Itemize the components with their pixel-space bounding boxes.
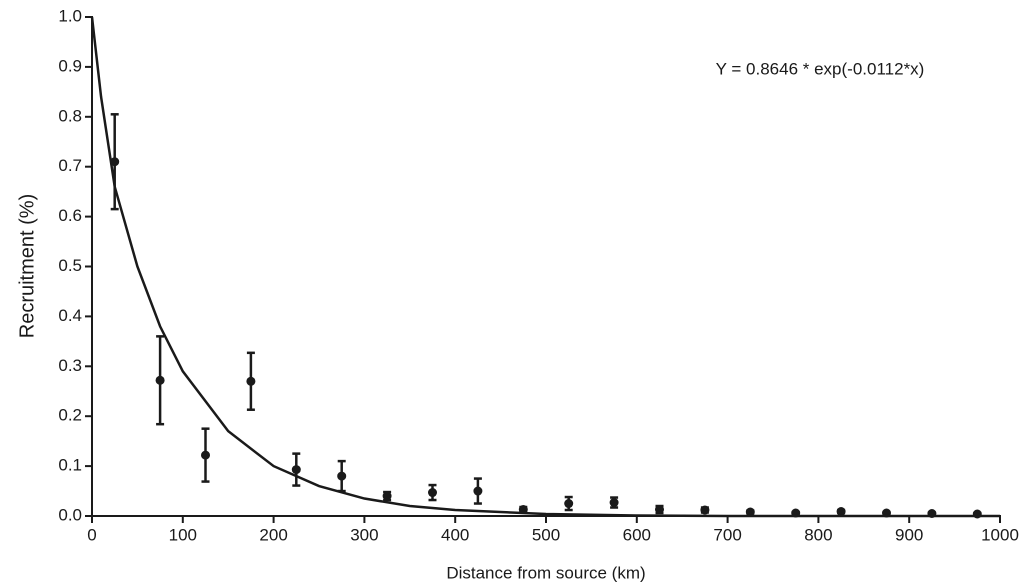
y-tick-label: 0.8 <box>58 106 82 125</box>
x-tick-label: 500 <box>532 525 560 544</box>
data-point <box>564 499 574 509</box>
y-tick-label: 0.3 <box>58 356 82 375</box>
y-tick-label: 0.4 <box>58 306 82 325</box>
data-point <box>609 498 619 508</box>
data-point <box>745 507 755 517</box>
x-tick-label: 1000 <box>981 525 1019 544</box>
x-tick-label: 800 <box>804 525 832 544</box>
data-point <box>473 486 483 496</box>
data-point <box>110 157 120 167</box>
y-tick-label: 0.1 <box>58 456 82 475</box>
data-point <box>927 509 937 519</box>
x-tick-label: 900 <box>895 525 923 544</box>
y-tick-label: 1.0 <box>58 6 82 25</box>
data-point <box>428 488 437 498</box>
y-tick-label: 0.7 <box>58 156 82 175</box>
y-tick-label: 0.9 <box>58 56 82 75</box>
data-point <box>201 450 210 460</box>
data-point <box>518 505 528 515</box>
x-tick-label: 400 <box>441 525 469 544</box>
x-tick-label: 600 <box>623 525 651 544</box>
y-tick-label: 0.2 <box>58 406 82 425</box>
y-tick-label: 0.6 <box>58 206 82 225</box>
y-tick-label: 0.5 <box>58 256 82 275</box>
x-tick-label: 100 <box>169 525 197 544</box>
x-tick-label: 200 <box>259 525 287 544</box>
data-point <box>655 505 664 515</box>
x-tick-label: 300 <box>350 525 378 544</box>
data-point <box>155 375 165 385</box>
x-axis-title: Distance from source (km) <box>446 563 645 582</box>
data-point <box>700 505 710 515</box>
data-point <box>791 508 801 518</box>
x-tick-label: 700 <box>713 525 741 544</box>
data-point <box>882 508 891 518</box>
fit-equation: Y = 0.8646 * exp(-0.0112*x) <box>716 59 925 78</box>
data-point <box>972 509 982 519</box>
data-point <box>382 491 392 501</box>
data-point <box>337 471 347 481</box>
data-point <box>291 465 301 475</box>
data-point <box>246 376 256 386</box>
x-tick-label: 0 <box>87 525 96 544</box>
data-point <box>836 507 846 517</box>
y-tick-label: 0.0 <box>58 505 82 524</box>
fit-curve <box>90 16 1000 518</box>
y-axis-title: Recruitment (%) <box>16 194 38 338</box>
